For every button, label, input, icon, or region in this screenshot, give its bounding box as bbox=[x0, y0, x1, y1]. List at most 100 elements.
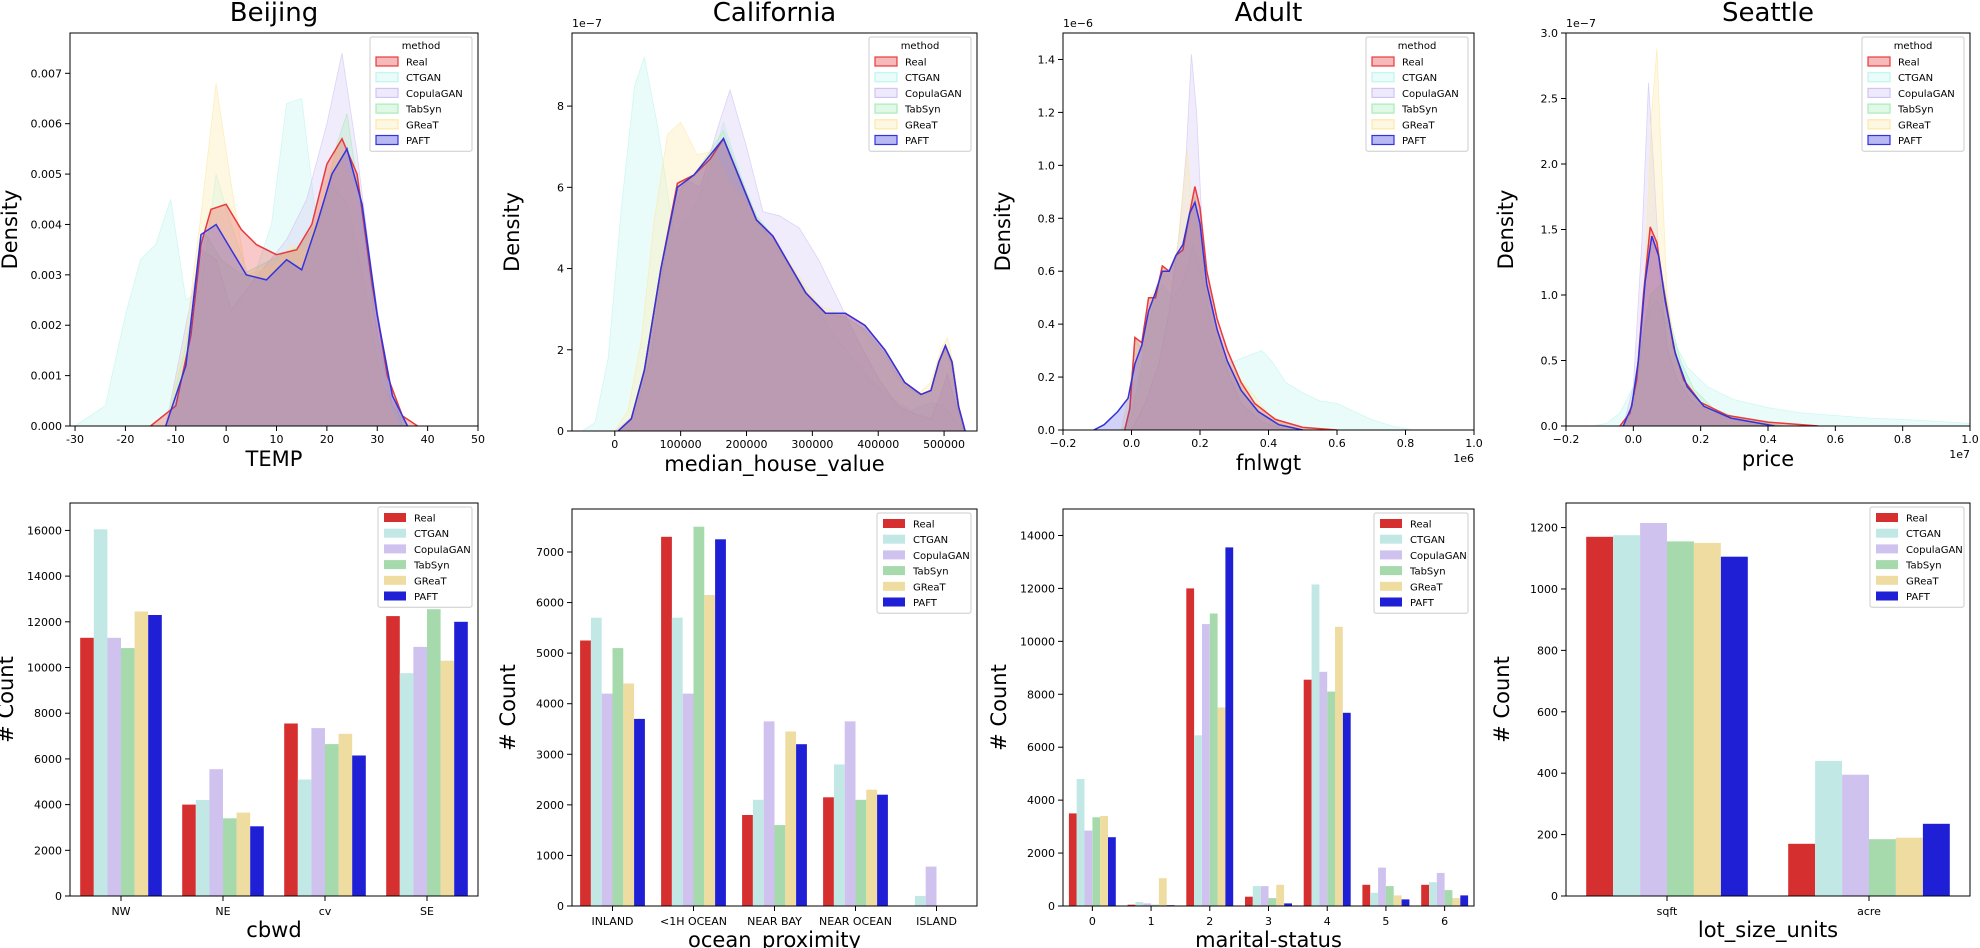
y-tick-label: 400 bbox=[1537, 767, 1558, 780]
bar-real-se bbox=[386, 616, 400, 896]
x-tick-label: sqft bbox=[1657, 905, 1678, 918]
y-tick-label: 4000 bbox=[536, 698, 564, 711]
bar-paft-cv bbox=[352, 755, 366, 896]
axes-frame bbox=[69, 32, 479, 427]
y-tick-label: 2.0 bbox=[1541, 158, 1559, 171]
bar-tabsyn-ne bbox=[223, 818, 237, 896]
axes-frame bbox=[1062, 32, 1475, 431]
y-offset-text: 1e−7 bbox=[1566, 17, 1596, 30]
legend-label-paft: PAFT bbox=[414, 592, 439, 603]
density-area-copulagan bbox=[614, 89, 964, 431]
legend-label-real: Real bbox=[1906, 514, 1928, 525]
legend-swatch-copulagan bbox=[1371, 87, 1395, 99]
x-tick-label: 5 bbox=[1382, 915, 1389, 928]
bar-ctgan-near-bay bbox=[752, 799, 764, 906]
legend-swatch-tabsyn bbox=[375, 103, 399, 114]
chart-title: Seattle bbox=[1722, 0, 1814, 28]
x-tick-label: 0 bbox=[611, 438, 618, 451]
bar-real-2 bbox=[1186, 588, 1195, 906]
bar-copulagan-sqft bbox=[1640, 523, 1667, 896]
x-tick-label: 0 bbox=[223, 433, 230, 446]
legend-label-great: GReaT bbox=[1410, 582, 1444, 593]
y-tick-label: 12000 bbox=[1020, 582, 1055, 595]
bar-paft-near-ocean bbox=[877, 794, 888, 906]
density-area-ctgan bbox=[75, 98, 408, 426]
x-offset-text: 1e6 bbox=[1453, 452, 1474, 465]
legend-label-great: GReaT bbox=[414, 576, 448, 587]
legend-label-paft: PAFT bbox=[1410, 598, 1435, 609]
legend-label-copulagan: CopulaGAN bbox=[414, 545, 471, 556]
y-tick-label: 0.001 bbox=[31, 370, 63, 383]
y-tick-label: 4000 bbox=[1027, 794, 1055, 807]
x-tick-label: 0.8 bbox=[1397, 437, 1415, 450]
bar-great-near-ocean bbox=[866, 789, 878, 906]
chart-title: Beijing bbox=[230, 0, 319, 28]
bar-paft-4 bbox=[1342, 712, 1351, 906]
legend-label-ctgan: CTGAN bbox=[406, 73, 441, 84]
bar-real-0 bbox=[1068, 813, 1077, 906]
x-tick-label: acre bbox=[1857, 905, 1881, 918]
y-tick-label: 4 bbox=[557, 263, 564, 276]
x-tick-label: 0.4 bbox=[1260, 437, 1278, 450]
y-tick-label: 0.2 bbox=[1038, 371, 1056, 384]
bar-real-ne bbox=[182, 804, 196, 896]
legend-swatch-great bbox=[384, 575, 406, 585]
bar-ctgan-0 bbox=[1076, 779, 1085, 906]
x-tick-label: 10 bbox=[270, 433, 284, 446]
bar-real-acre bbox=[1788, 843, 1816, 896]
bar-copulagan-inland bbox=[601, 693, 613, 906]
y-tick-label: 800 bbox=[1537, 644, 1558, 657]
legend-swatch-real bbox=[874, 56, 898, 67]
y-tick-label: 2000 bbox=[1027, 847, 1055, 860]
y-tick-label: 2000 bbox=[34, 844, 62, 857]
x-axis-label: marital-status bbox=[1195, 928, 1342, 948]
bar-paft-acre bbox=[1922, 823, 1950, 896]
bar-ctgan-5 bbox=[1370, 892, 1379, 906]
x-tick-label: 1.0 bbox=[1961, 433, 1979, 446]
y-offset-text: 1e−6 bbox=[1063, 17, 1093, 30]
x-tick-label: 2 bbox=[1206, 915, 1213, 928]
bar-real-4 bbox=[1303, 679, 1312, 906]
panel-lot-size-units: sqft acre 0 200 400 600 800 1000 1200 Real CTGAN Co… bbox=[1490, 502, 1971, 943]
legend-swatch-tabsyn bbox=[883, 566, 905, 576]
legend-label-great: GReaT bbox=[1906, 576, 1940, 587]
bar-paft-6 bbox=[1460, 895, 1469, 906]
bar-great-2 bbox=[1217, 707, 1226, 906]
bar-ctgan-3 bbox=[1252, 886, 1261, 906]
x-axis-label: price bbox=[1742, 447, 1794, 471]
bar-copulagan-5 bbox=[1378, 867, 1386, 906]
bar-copulagan-nw bbox=[107, 637, 121, 896]
y-tick-label: 2 bbox=[557, 344, 564, 357]
legend: method Real CTGAN CopulaGAN TabSyn GReaT PAFT bbox=[1365, 36, 1469, 152]
bar-ctgan-1 bbox=[1135, 902, 1144, 906]
legend-swatch-ctgan bbox=[375, 72, 399, 83]
y-axis-label: Density bbox=[1494, 190, 1518, 270]
y-tick-label: 1000 bbox=[536, 849, 564, 862]
bar-ctgan-nw bbox=[93, 529, 108, 896]
bar-paft-se bbox=[454, 621, 468, 896]
legend-label-paft: PAFT bbox=[1402, 136, 1427, 147]
bar-real-1 bbox=[1127, 904, 1136, 906]
x-tick-label: 0.2 bbox=[1191, 437, 1209, 450]
bar-tabsyn-sqft bbox=[1667, 541, 1694, 896]
y-tick-label: 8000 bbox=[34, 707, 62, 720]
bar-great-4 bbox=[1335, 626, 1343, 906]
y-axis-label: Density bbox=[991, 192, 1015, 272]
legend-label-paft: PAFT bbox=[913, 598, 938, 609]
bars bbox=[80, 529, 468, 896]
axes-frame bbox=[1565, 32, 1971, 427]
bar-real-inland bbox=[580, 640, 591, 906]
x-tick-label: 0.8 bbox=[1894, 433, 1912, 446]
density-area-tabsyn bbox=[165, 113, 408, 426]
bar-tabsyn-2 bbox=[1209, 613, 1218, 906]
legend-swatch-ctgan bbox=[874, 72, 898, 83]
bar-great-1h-ocean bbox=[704, 595, 716, 906]
panel-adult: −0.2 0.0 0.2 0.4 0.6 0.8 1.00.00.20.40.60.81.0… bbox=[991, 0, 1483, 475]
legend-swatch-tabsyn bbox=[384, 560, 406, 570]
x-tick-label: 1 bbox=[1148, 915, 1155, 928]
y-tick-label: 8000 bbox=[1027, 688, 1055, 701]
legend-title: method bbox=[1894, 41, 1933, 52]
bar-tabsyn-5 bbox=[1385, 886, 1394, 906]
x-tick-label: NW bbox=[111, 905, 130, 918]
bar-copulagan-near-ocean bbox=[844, 721, 856, 906]
